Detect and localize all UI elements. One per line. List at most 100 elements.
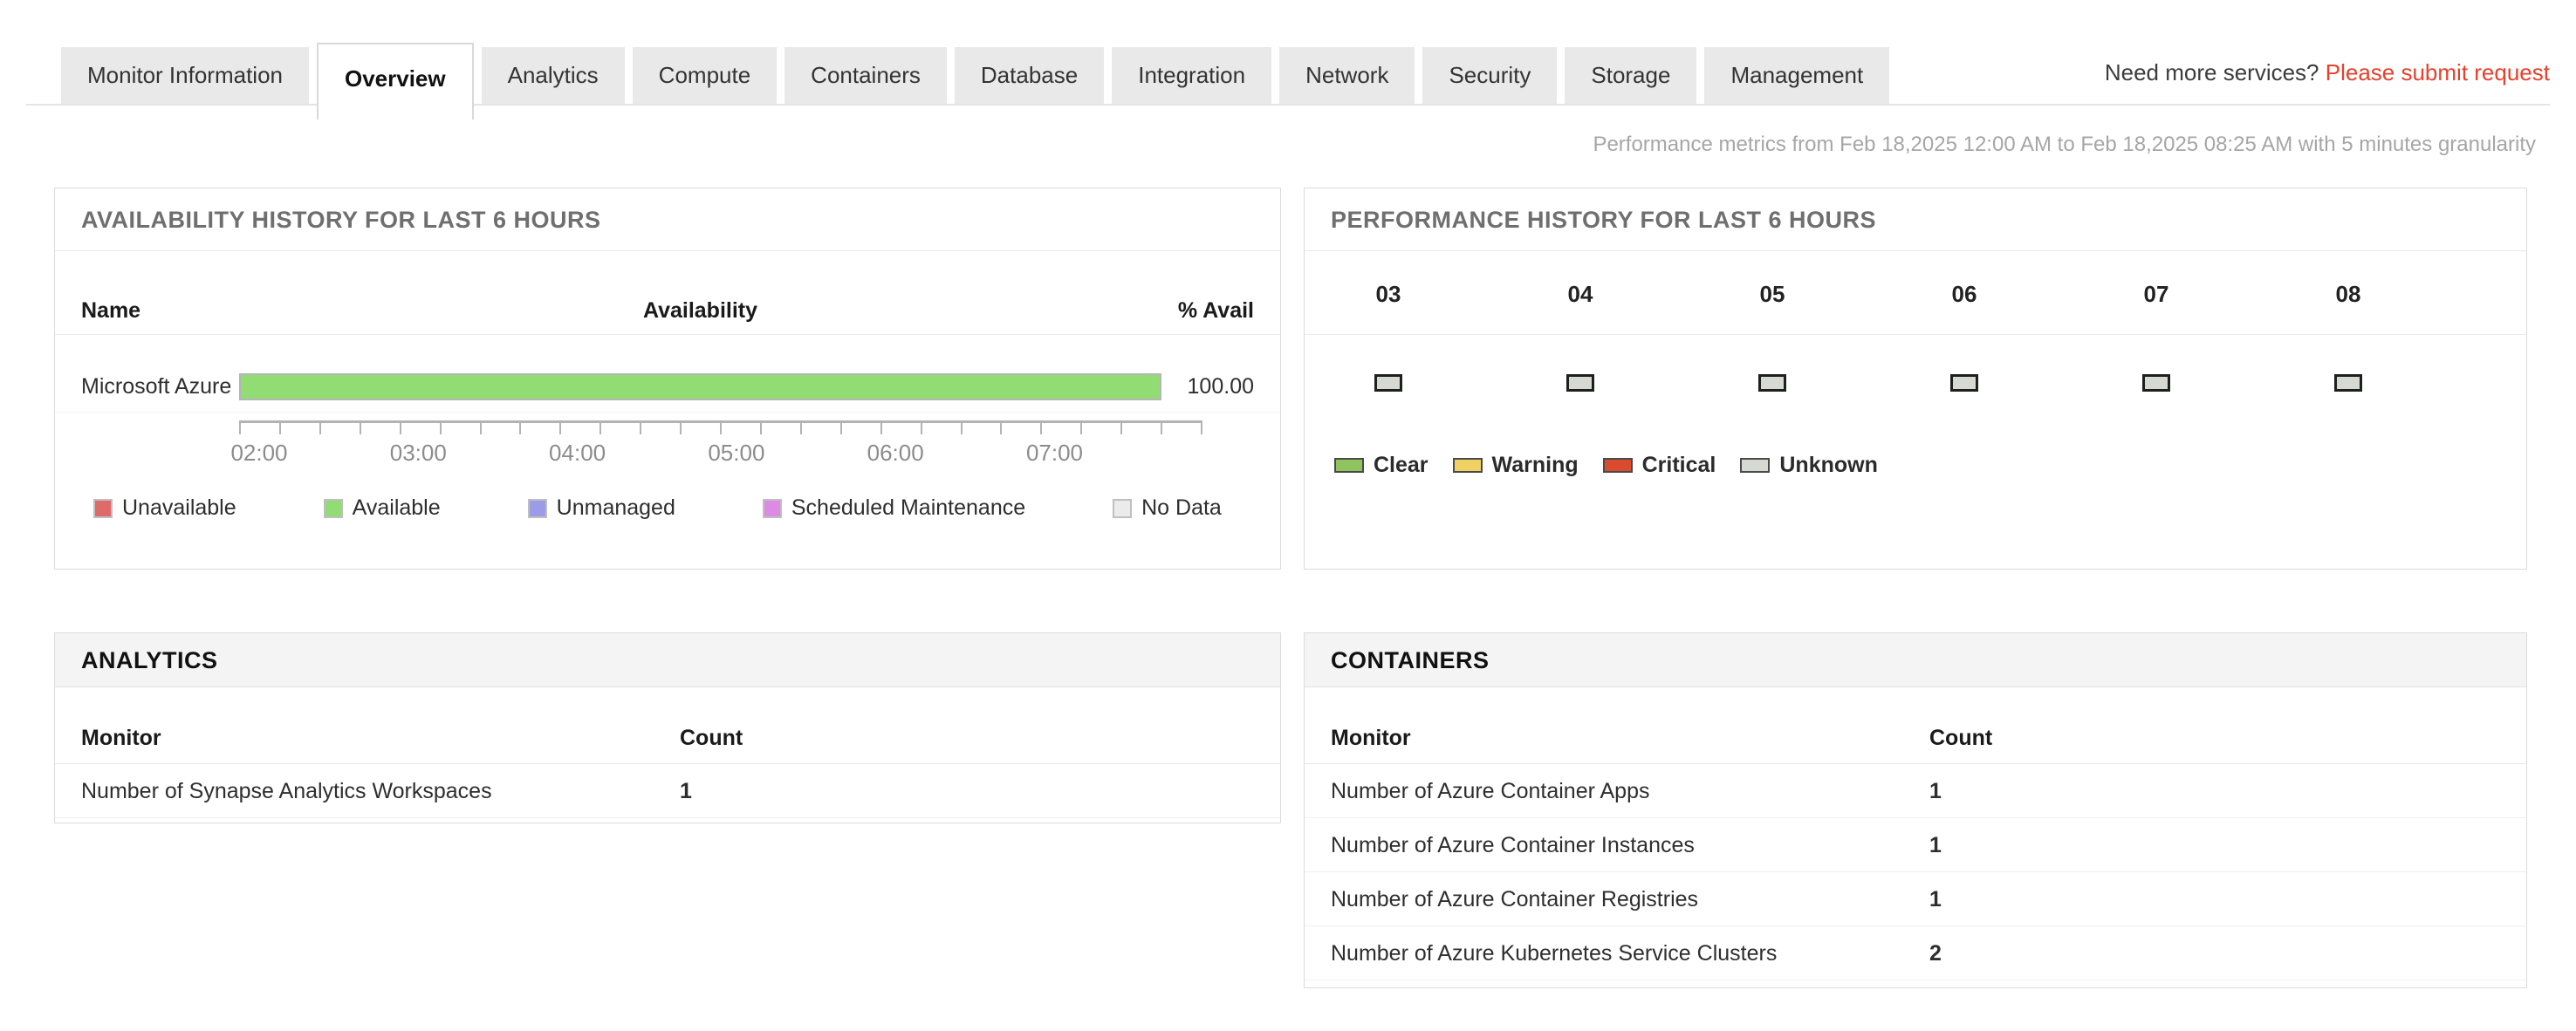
count-cell: 1: [1929, 833, 1942, 857]
tab-compute[interactable]: Compute: [632, 47, 778, 104]
containers-table-body: Number of Azure Container Apps 1 Number of…: [1305, 764, 2526, 980]
tab-database[interactable]: Database: [954, 47, 1105, 104]
performance-state-box-06: [1950, 374, 1978, 392]
legend-item-unavailable: Unavailable: [93, 495, 236, 521]
availability-history-panel: AVAILABILITY HISTORY FOR LAST 6 HOURS Na…: [54, 188, 1281, 570]
tab-storage[interactable]: Storage: [1565, 47, 1697, 104]
performance-state-box-03: [1374, 374, 1402, 392]
time-axis-tick: [479, 423, 482, 434]
time-axis-line: [239, 420, 1202, 423]
availability-bar: [239, 373, 1161, 400]
table-row: Number of Azure Container Apps 1: [1305, 764, 2526, 818]
time-axis-tick: [1201, 423, 1202, 434]
time-axis-tick: [759, 423, 762, 434]
time-axis-tick: [680, 423, 682, 434]
unknown-swatch: [1740, 458, 1771, 473]
containers-table-header: Monitor Count: [1305, 687, 2526, 764]
time-axis-tick: [1000, 423, 1003, 434]
time-axis-tick: [1040, 423, 1043, 434]
time-axis-label: 05:00: [708, 440, 765, 466]
time-axis-tick: [1120, 423, 1123, 434]
time-axis-tick: [319, 423, 321, 434]
legend-item-unknown: Unknown: [1740, 453, 1878, 478]
time-axis-tick: [920, 423, 922, 434]
tab-monitor-information[interactable]: Monitor Information: [61, 47, 309, 104]
time-axis-label: 07:00: [1025, 440, 1084, 466]
legend-item-scheduled-maintenance: Scheduled Maintenance: [762, 495, 1025, 521]
time-axis-label: 03:00: [389, 440, 447, 466]
column-header-name: Name: [81, 298, 141, 323]
column-header-count: Count: [680, 726, 743, 750]
time-axis-tick: [799, 423, 802, 434]
submit-request-link[interactable]: Please submit request: [2325, 59, 2550, 85]
count-cell: 1: [680, 779, 692, 803]
performance-metrics-note: Performance metrics from Feb 18,2025 12:…: [1593, 133, 2536, 156]
tab-analytics[interactable]: Analytics: [481, 47, 625, 104]
performance-hour-label: 04: [1567, 281, 1593, 307]
time-axis-tick: [599, 423, 602, 434]
availability-percent-value: 100.00: [1187, 374, 1254, 399]
table-row: Number of Azure Container Instances 1: [1305, 818, 2526, 872]
need-more-prompt: Need more services?: [2104, 59, 2319, 85]
time-axis-tick: [399, 423, 401, 434]
time-axis-tick: [519, 423, 522, 434]
legend-label: Critical: [1641, 453, 1716, 477]
analytics-table-header: Monitor Count: [55, 687, 1280, 764]
analytics-panel-title: ANALYTICS: [55, 633, 1280, 687]
column-header-percent-avail: % Avail: [1177, 298, 1254, 323]
performance-state-box-07: [2142, 374, 2170, 392]
legend-label: No Data: [1141, 495, 1222, 520]
monitor-name-cell: Number of Azure Container Registries: [1331, 887, 1699, 912]
tab-integration[interactable]: Integration: [1112, 47, 1272, 104]
performance-hour-label: 07: [2143, 281, 2169, 307]
performance-hours-header: 03 04 05 06 07 08: [1305, 254, 2526, 335]
availability-legend: Unavailable Available Unmanaged Scheduled M…: [93, 495, 1222, 521]
time-axis-tick: [278, 423, 281, 434]
warning-swatch: [1452, 458, 1483, 473]
legend-label: Unmanaged: [556, 495, 675, 520]
tab-security[interactable]: Security: [1422, 47, 1558, 104]
performance-hour-label: 03: [1375, 281, 1401, 307]
legend-label: Unknown: [1779, 453, 1878, 477]
column-header-monitor: Monitor: [81, 726, 161, 750]
tab-containers[interactable]: Containers: [784, 47, 947, 104]
column-header-count: Count: [1929, 726, 1993, 750]
time-axis-label: 04:00: [549, 440, 606, 466]
table-row: Number of Azure Kubernetes Service Clust…: [1305, 926, 2526, 980]
legend-label: Warning: [1491, 453, 1579, 477]
row-divider: [55, 412, 1280, 413]
tab-overview[interactable]: Overview: [316, 43, 474, 119]
table-row: Number of Synapse Analytics Workspaces 1: [55, 764, 1280, 818]
unmanaged-swatch: [527, 498, 547, 518]
performance-hour-label: 05: [1759, 281, 1785, 307]
legend-item-clear: Clear: [1334, 453, 1428, 478]
performance-history-panel: PERFORMANCE HISTORY FOR LAST 6 HOURS 03 0…: [1304, 188, 2527, 570]
performance-hour-label: 08: [2335, 281, 2361, 307]
legend-item-critical: Critical: [1602, 453, 1716, 478]
count-cell: 2: [1929, 941, 1942, 966]
analytics-panel: ANALYTICS Monitor Count Number of Synaps…: [54, 632, 1281, 823]
tab-management[interactable]: Management: [1704, 47, 1890, 104]
time-axis-label: 02:00: [230, 440, 288, 466]
performance-panel-title: PERFORMANCE HISTORY FOR LAST 6 HOURS: [1305, 188, 2526, 251]
legend-item-unmanaged: Unmanaged: [527, 495, 675, 521]
analytics-table-body: Number of Synapse Analytics Workspaces 1: [55, 764, 1280, 818]
count-cell: 1: [1929, 887, 1942, 912]
tab-network[interactable]: Network: [1279, 47, 1415, 104]
performance-state-box-05: [1758, 374, 1786, 392]
time-axis-tick: [880, 423, 882, 434]
time-axis-tick: [439, 423, 442, 434]
header-divider: [55, 334, 1280, 335]
performance-state-box-08: [2334, 374, 2362, 392]
monitor-name-cell: Number of Azure Container Apps: [1331, 779, 1650, 803]
legend-item-warning: Warning: [1452, 453, 1579, 478]
time-axis-tick: [1161, 423, 1163, 434]
time-axis-tick: [720, 423, 722, 434]
legend-label: Available: [352, 495, 441, 520]
time-axis-tick: [640, 423, 642, 434]
need-more-services-text: Need more services? Please submit reques…: [2105, 59, 2550, 86]
column-header-availability: Availability: [642, 298, 758, 323]
time-axis-tick: [960, 423, 963, 434]
availability-panel-title: AVAILABILITY HISTORY FOR LAST 6 HOURS: [55, 188, 1280, 251]
monitor-name-cell: Number of Azure Container Instances: [1331, 833, 1695, 857]
